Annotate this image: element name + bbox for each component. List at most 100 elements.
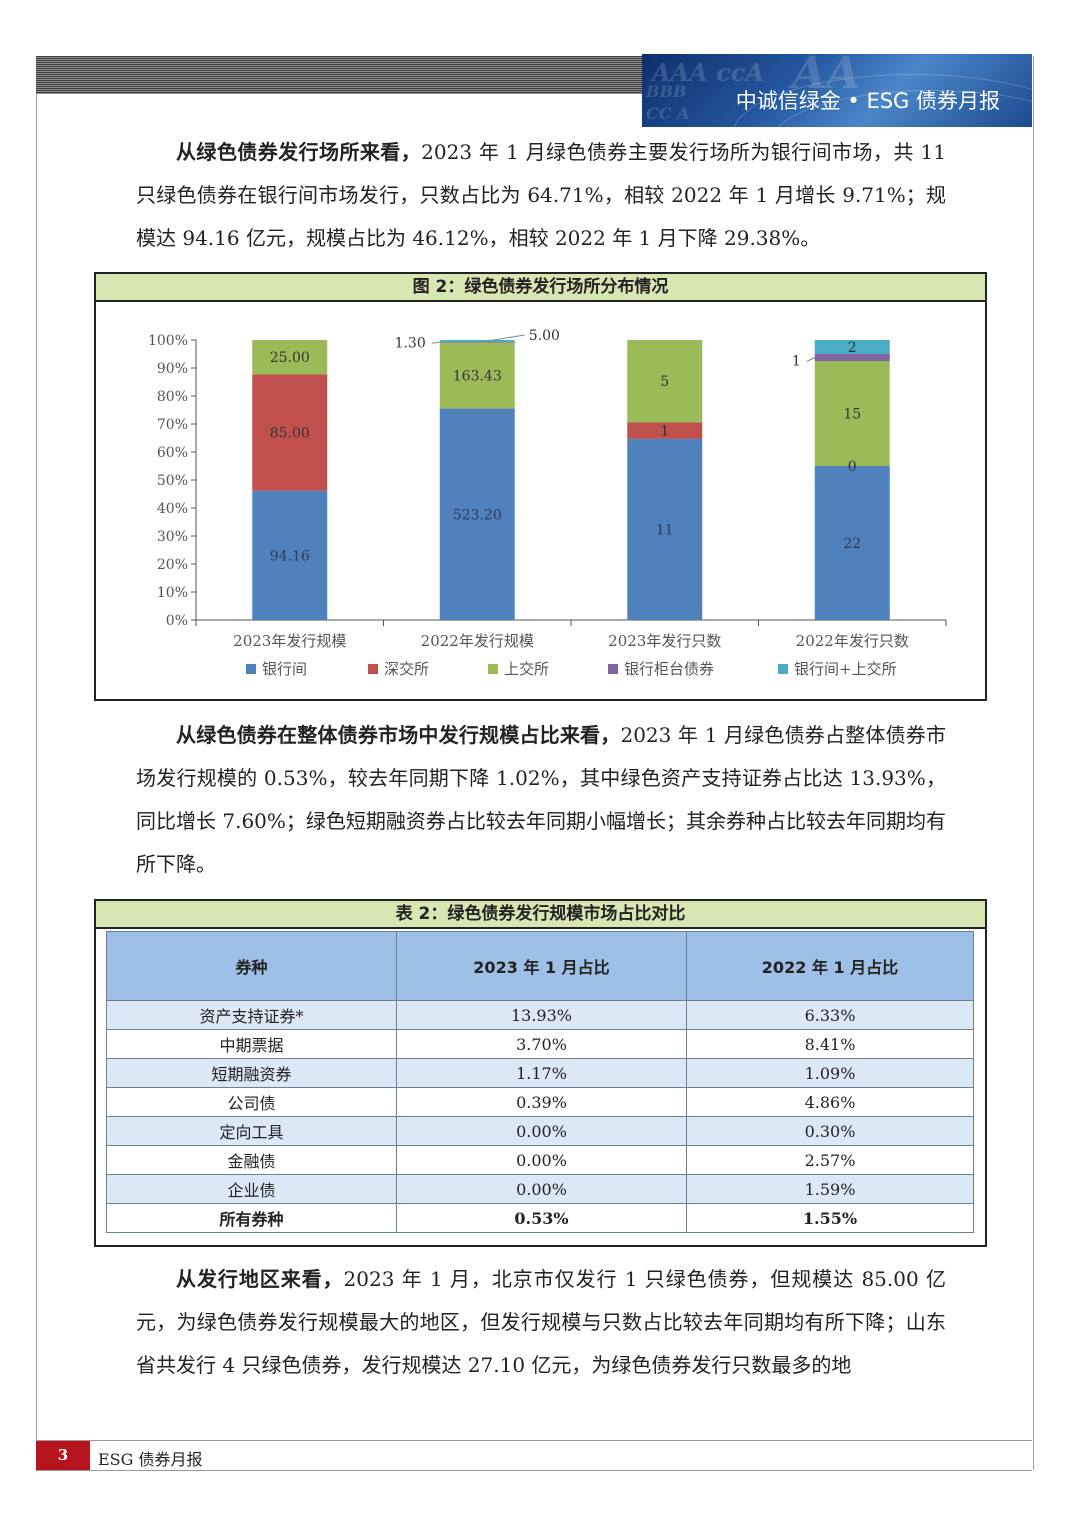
table-cell: 13.93% bbox=[396, 1000, 687, 1030]
table-cell: 资产支持证券* bbox=[106, 1000, 397, 1030]
table-cell: 3.70% bbox=[396, 1029, 687, 1059]
table-box: 表 2：绿色债券发行规模市场占比对比 券种 2023 年 1 月占比 2022 … bbox=[94, 899, 987, 1247]
paragraph-lead: 从发行地区来看， bbox=[176, 1267, 344, 1291]
table-cell: 0.39% bbox=[396, 1087, 687, 1117]
table-cell: 0.00% bbox=[396, 1116, 687, 1146]
bar-segment bbox=[627, 340, 703, 423]
paragraph-body: 2023 年 1 月绿色债券占整体债券市场发行规模的 0.53%，较去年同期下降… bbox=[136, 723, 947, 876]
table-row: 中期票据 3.70% 8.41% bbox=[106, 1029, 974, 1059]
table-cell: 0.30% bbox=[686, 1116, 974, 1146]
legend-swatch bbox=[778, 664, 788, 674]
bar-segment bbox=[439, 408, 515, 620]
data-label: 25.00 bbox=[270, 350, 310, 366]
table-header-cell: 券种 bbox=[106, 931, 397, 1001]
table-cell: 4.86% bbox=[686, 1087, 974, 1117]
y-tick-label: 20% bbox=[157, 557, 188, 573]
x-tick-label: 2022年发行只数 bbox=[796, 632, 909, 650]
bar-segment bbox=[627, 422, 703, 439]
legend-swatch bbox=[608, 664, 618, 674]
data-label: 22 bbox=[843, 536, 861, 552]
table-cell: 1.55% bbox=[686, 1203, 974, 1233]
table-cell: 中期票据 bbox=[106, 1029, 397, 1059]
figure-title: 图 2：绿色债券发行场所分布情况 bbox=[96, 274, 985, 302]
table-row: 公司债 0.39% 4.86% bbox=[106, 1087, 974, 1117]
table-cell: 公司债 bbox=[106, 1087, 397, 1117]
data-label: 94.16 bbox=[270, 548, 310, 564]
data-label: 0 bbox=[848, 459, 857, 475]
header-title: 中诚信绿金 • ESG 债券月报 bbox=[735, 89, 1000, 113]
table-row: 定向工具 0.00% 0.30% bbox=[106, 1116, 974, 1146]
y-tick-label: 100% bbox=[148, 333, 188, 349]
table-cell: 企业债 bbox=[106, 1174, 397, 1204]
x-tick-label: 2023年发行规模 bbox=[233, 632, 346, 650]
table-cell: 1.17% bbox=[396, 1058, 687, 1088]
y-tick-label: 70% bbox=[157, 417, 188, 433]
bar-segment bbox=[439, 342, 515, 343]
table-cell: 定向工具 bbox=[106, 1116, 397, 1146]
header-banner: AAA ccA BBB AA CC A 中诚信绿金 • ESG 债券月报 bbox=[642, 54, 1032, 127]
legend-label: 银行间+上交所 bbox=[794, 660, 897, 678]
table-cell: 1.59% bbox=[686, 1174, 974, 1204]
y-tick-label: 60% bbox=[157, 445, 188, 461]
callout-line bbox=[487, 334, 525, 342]
y-tick-label: 50% bbox=[157, 473, 188, 489]
banner-decoration-ghost-letters: AAA ccA bbox=[652, 58, 765, 87]
stacked-bar-chart: 0% 10% 20% 30% 40% 50% 60% 70% 80% 90% 100% 2023年发行… bbox=[148, 328, 947, 678]
data-label: 11 bbox=[656, 522, 674, 538]
figure-box: 图 2：绿色债券发行场所分布情况 0% 10% 20% 30% 40% 50% 60% 70%… bbox=[94, 272, 987, 701]
paragraph-lead: 从绿色债券在整体债券市场中发行规模占比来看， bbox=[176, 723, 621, 747]
page-number: 3 bbox=[36, 1441, 90, 1470]
y-tick-label: 80% bbox=[157, 389, 188, 405]
data-label: 5.00 bbox=[529, 328, 560, 344]
table-header-cell: 2022 年 1 月占比 bbox=[686, 931, 974, 1001]
bar-segment bbox=[627, 438, 703, 620]
table-cell: 8.41% bbox=[686, 1029, 974, 1059]
y-tick-label: 90% bbox=[157, 361, 188, 377]
market-share-table: 券种 2023 年 1 月占比 2022 年 1 月占比 资产支持证券* 13.9… bbox=[106, 931, 974, 1233]
x-tick-label: 2023年发行只数 bbox=[608, 632, 721, 650]
bar-segment bbox=[814, 361, 890, 466]
table-cell: 所有券种 bbox=[106, 1203, 397, 1233]
table-cell: 金融债 bbox=[106, 1145, 397, 1175]
table-title: 表 2：绿色债券发行规模市场占比对比 bbox=[96, 901, 985, 929]
bar-segment bbox=[814, 466, 890, 620]
callout-line bbox=[806, 357, 815, 362]
paragraph-body: 2023 年 1 月绿色债券主要发行场所为银行间市场，共 11 只绿色债券在银行… bbox=[136, 140, 946, 250]
bar-segment bbox=[252, 490, 328, 620]
y-tick-label: 40% bbox=[157, 501, 188, 517]
table-cell: 6.33% bbox=[686, 1000, 974, 1030]
data-label: 1.30 bbox=[395, 335, 426, 351]
table-cell: 短期融资券 bbox=[106, 1058, 397, 1088]
bar-segment bbox=[814, 340, 890, 354]
table-row: 企业债 0.00% 1.59% bbox=[106, 1174, 974, 1204]
data-label: 1 bbox=[792, 354, 801, 370]
table-row: 资产支持证券* 13.93% 6.33% bbox=[106, 1000, 974, 1030]
bar-segment bbox=[439, 342, 515, 409]
header-stripes bbox=[36, 56, 642, 94]
table-cell: 0.53% bbox=[396, 1203, 687, 1233]
table-cell: 2.57% bbox=[686, 1145, 974, 1175]
data-label: 85.00 bbox=[270, 426, 310, 442]
data-label: 163.43 bbox=[453, 369, 502, 385]
legend-label: 深交所 bbox=[384, 660, 429, 678]
data-label: 15 bbox=[843, 407, 861, 423]
callout-line bbox=[431, 341, 440, 344]
footer-bottom-line bbox=[36, 1470, 1032, 1471]
bar-segment bbox=[814, 354, 890, 361]
y-tick-label: 0% bbox=[166, 613, 188, 629]
bar-segment bbox=[252, 340, 328, 375]
legend-label: 银行间 bbox=[262, 660, 307, 678]
paragraph-venue: 从绿色债券发行场所来看，2023 年 1 月绿色债券主要发行场所为银行间市场，共… bbox=[136, 131, 946, 260]
table-header-row: 券种 2023 年 1 月占比 2022 年 1 月占比 bbox=[106, 931, 974, 1001]
legend-swatch bbox=[488, 664, 498, 674]
data-label: 523.20 bbox=[453, 507, 502, 523]
banner-decoration-ghost-letters: CC A bbox=[646, 104, 690, 123]
bar-segment bbox=[439, 340, 515, 343]
table-row: 短期融资券 1.17% 1.09% bbox=[106, 1058, 974, 1088]
footer-divider bbox=[36, 1440, 1032, 1441]
banner-decoration-ghost-letters: BBB bbox=[646, 82, 687, 101]
table-cell: 1.09% bbox=[686, 1058, 974, 1088]
legend-label: 银行柜台债券 bbox=[624, 660, 714, 678]
table-row: 金融债 0.00% 2.57% bbox=[106, 1145, 974, 1175]
paragraph-market-share: 从绿色债券在整体债券市场中发行规模占比来看，2023 年 1 月绿色债券占整体债… bbox=[136, 714, 946, 886]
